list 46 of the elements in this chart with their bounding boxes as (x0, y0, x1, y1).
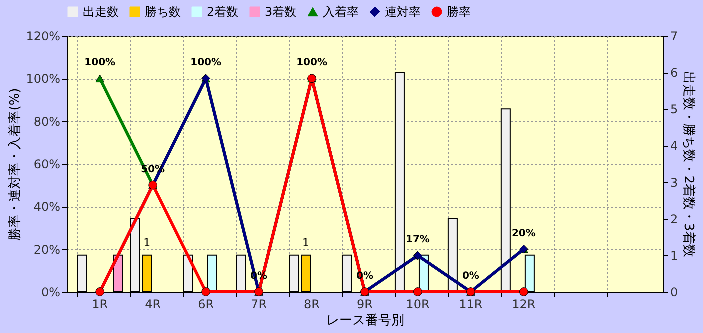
x-tick-label: 7R (251, 298, 268, 312)
y-tick-label: 100% (26, 72, 60, 86)
legend-label: 出走数 (83, 5, 119, 19)
y2-tick-label: 7 (670, 30, 678, 44)
legend-label: 入着率 (323, 5, 359, 19)
legend-label: 勝ち数 (145, 5, 181, 19)
data-label: 1 (302, 236, 310, 250)
legend-label: 3着数 (265, 5, 297, 19)
point (414, 288, 422, 296)
y2-axis-title: 出走数・勝ち数・2着数・3着数 (681, 72, 698, 258)
x-tick-label: 1R (92, 298, 108, 312)
x-axis-title: レース番号別 (326, 314, 404, 328)
point (520, 288, 528, 296)
legend-label: 勝率 (447, 5, 471, 19)
x-tick-label: 4R (145, 298, 162, 312)
y-tick-label: 40% (34, 200, 60, 214)
data-label: 0% (462, 271, 480, 282)
y2-tick-label: 4 (670, 139, 678, 154)
y2-tick-label: 2 (670, 212, 678, 226)
data-label: 17% (406, 234, 430, 246)
y2-tick-label: 1 (670, 248, 678, 263)
data-label: 100% (190, 58, 222, 69)
x-tick-label: 9R (357, 298, 373, 312)
data-label: 1 (144, 236, 151, 250)
y-tick-label: 60% (34, 158, 60, 172)
point (96, 74, 105, 83)
y2-tick-label: 0 (670, 286, 678, 300)
y-tick-label: 80% (34, 114, 60, 129)
point (202, 288, 210, 296)
legend-label: 連対率 (385, 5, 421, 19)
y2-tick-label: 6 (670, 66, 678, 80)
x-tick-label: 11R (459, 298, 483, 312)
x-tick-label: 12R (512, 298, 536, 312)
y-tick-label: 0% (41, 286, 60, 300)
data-label: 100% (84, 58, 116, 69)
x-tick-label: 6R (198, 298, 214, 312)
y-tick-label: 20% (34, 242, 60, 257)
y2-tick-label: 5 (670, 102, 678, 117)
data-label: 20% (512, 228, 536, 240)
y-tick-label: 120% (26, 30, 60, 44)
y2-tick-label: 3 (670, 176, 678, 190)
x-tick-label: 8R (304, 298, 320, 312)
legend-label: 2着数 (207, 5, 239, 19)
x-tick-label: 10R (406, 298, 430, 312)
y-axis-title: 勝率・連対率・入着率(%) (7, 88, 24, 241)
data-label: 100% (296, 58, 328, 69)
